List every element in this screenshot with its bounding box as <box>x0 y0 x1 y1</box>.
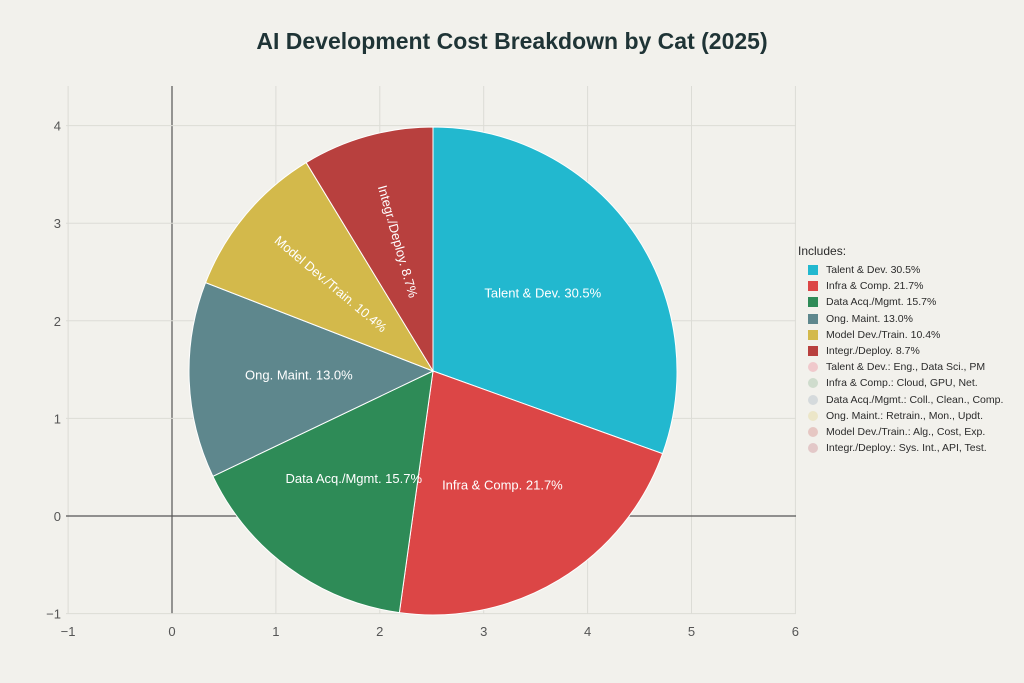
x-tick-label: 0 <box>168 624 175 639</box>
legend-swatch <box>808 281 818 292</box>
legend-item-3[interactable]: Data Acq./Mgmt. 15.7% <box>798 294 1003 310</box>
legend-note-label: Model Dev./Train.: Alg., Cost, Exp. <box>826 425 986 438</box>
legend-label: Model Dev./Train. 10.4% <box>826 328 941 341</box>
x-tick-label: 3 <box>480 624 487 639</box>
pie-slice-4[interactable] <box>188 281 435 477</box>
legend-swatch <box>808 329 818 340</box>
pie-slice-label-3: Data Acq./Mgmt. 15.7% <box>285 471 422 486</box>
x-tick-label: 5 <box>688 624 695 639</box>
legend-dot <box>808 426 818 437</box>
legend-label: Infra & Comp. 21.7% <box>826 280 924 293</box>
legend-item-4[interactable]: Ong. Maint. 13.0% <box>798 311 1003 327</box>
legend-note-label: Ong. Maint.: Retrain., Mon., Updt. <box>826 409 983 422</box>
pie-slice-label-1: Talent & Dev. 30.5% <box>484 285 601 300</box>
y-tick-label: 2 <box>54 314 61 329</box>
legend-dot <box>808 394 818 405</box>
pie-slice-label-2: Infra & Comp. 21.7% <box>442 477 563 492</box>
legend-swatch <box>808 346 818 357</box>
legend-item-1[interactable]: Talent & Dev. 30.5% <box>798 262 1003 278</box>
legend-dot <box>808 443 818 454</box>
legend-item-2[interactable]: Infra & Comp. 21.7% <box>798 278 1003 294</box>
legend-item-5[interactable]: Model Dev./Train. 10.4% <box>798 327 1003 343</box>
x-tick-label: 4 <box>584 624 591 639</box>
legend-swatch <box>808 297 818 308</box>
legend-swatch <box>808 313 818 324</box>
pie-slice-label-4: Ong. Maint. 13.0% <box>245 367 353 382</box>
pie-slice-6[interactable] <box>305 126 434 373</box>
legend: Includes: Talent & Dev. 30.5% Infra & Com… <box>798 244 1003 456</box>
x-tick-label: −1 <box>61 624 76 639</box>
legend-note-1[interactable]: Talent & Dev.: Eng., Data Sci., PM <box>798 359 1003 375</box>
x-tick-label: 2 <box>376 624 383 639</box>
legend-note-2[interactable]: Infra & Comp.: Cloud, GPU, Net. <box>798 375 1003 391</box>
legend-swatch <box>808 265 818 276</box>
legend-note-label: Integr./Deploy.: Sys. Int., API, Test. <box>826 442 987 455</box>
legend-note-label: Talent & Dev.: Eng., Data Sci., PM <box>826 361 986 374</box>
legend-dot <box>808 410 818 421</box>
legend-note-label: Data Acq./Mgmt.: Coll., Clean., Comp. <box>826 393 1004 406</box>
legend-item-6[interactable]: Integr./Deploy. 8.7% <box>798 343 1003 359</box>
legend-note-5[interactable]: Model Dev./Train.: Alg., Cost, Exp. <box>798 424 1003 440</box>
y-tick-label: 3 <box>54 216 61 231</box>
y-tick-label: 1 <box>54 411 61 426</box>
x-tick-label: 1 <box>272 624 279 639</box>
pie-slice-2[interactable] <box>398 370 664 616</box>
y-tick-label: 4 <box>54 119 61 134</box>
legend-note-label: Infra & Comp.: Cloud, GPU, Net. <box>826 377 978 390</box>
legend-dot <box>808 378 818 389</box>
y-tick-label: 0 <box>54 509 61 524</box>
legend-note-3[interactable]: Data Acq./Mgmt.: Coll., Clean., Comp. <box>798 392 1003 408</box>
legend-label: Talent & Dev. 30.5% <box>826 264 921 277</box>
slice-layer <box>188 126 678 616</box>
legend-label: Ong. Maint. 13.0% <box>826 312 913 325</box>
pie-slice-5[interactable] <box>204 161 435 373</box>
pie-slice-3[interactable] <box>212 370 434 614</box>
legend-note-6[interactable]: Integr./Deploy.: Sys. Int., API, Test. <box>798 440 1003 456</box>
legend-title: Includes: <box>798 244 847 258</box>
legend-label: Data Acq./Mgmt. 15.7% <box>826 296 937 309</box>
legend-dot <box>808 362 818 373</box>
chart-title: AI Development Cost Breakdown by Cat (20… <box>256 28 768 54</box>
pie-slice-1[interactable] <box>432 126 678 455</box>
legend-label: Integr./Deploy. 8.7% <box>826 345 920 358</box>
legend-items: Talent & Dev. 30.5% Infra & Comp. 21.7% Da… <box>798 262 1003 456</box>
y-tick-label: −1 <box>46 607 61 622</box>
x-tick-label: 6 <box>792 624 799 639</box>
legend-note-4[interactable]: Ong. Maint.: Retrain., Mon., Updt. <box>798 408 1003 424</box>
